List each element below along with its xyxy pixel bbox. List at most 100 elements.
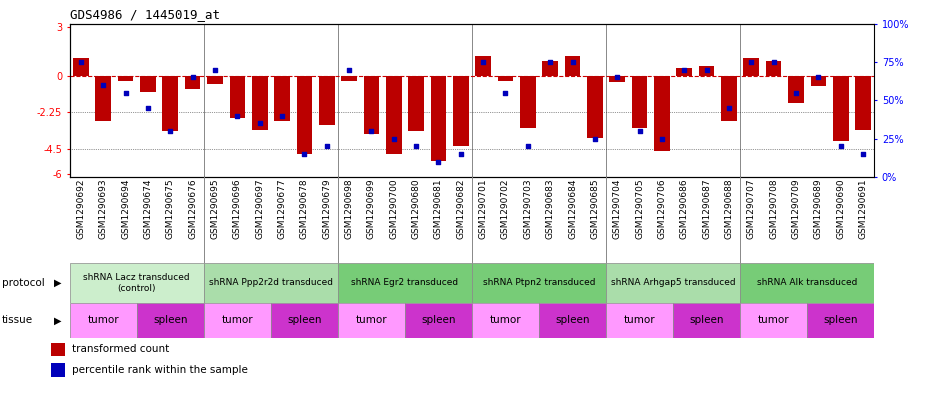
Text: tumor: tumor [624,315,656,325]
Text: transformed count: transformed count [72,344,169,354]
Bar [606,263,740,303]
Point [431,158,445,165]
Text: shRNA Arhgap5 transduced: shRNA Arhgap5 transduced [611,279,736,287]
Text: GSM1290703: GSM1290703 [524,178,532,239]
Text: shRNA Lacz transduced
(control): shRNA Lacz transduced (control) [84,273,190,293]
Text: spleen: spleen [153,315,188,325]
Text: spleen: spleen [689,315,724,325]
Bar [271,303,338,338]
Bar [51,364,65,376]
Point [118,90,133,96]
Bar [405,303,472,338]
Bar [539,303,606,338]
Point [476,59,491,65]
Text: GSM1290709: GSM1290709 [791,178,801,239]
Bar [386,76,402,154]
Bar [807,303,874,338]
Point [73,59,88,65]
Text: GSM1290707: GSM1290707 [747,178,756,239]
Text: tumor: tumor [355,315,387,325]
Bar [431,76,446,161]
Text: GDS4986 / 1445019_at: GDS4986 / 1445019_at [70,8,219,21]
Point [185,74,200,81]
Bar [609,76,625,82]
Bar [341,76,357,81]
Bar [185,76,201,89]
Bar [587,76,603,138]
Point [699,66,714,73]
Bar [498,76,513,81]
Text: tissue: tissue [2,315,33,325]
Bar [274,76,290,121]
Text: GSM1290675: GSM1290675 [166,178,175,239]
Bar [51,343,65,356]
Bar [70,303,137,338]
Point [274,112,289,119]
Bar [811,76,826,86]
Bar [743,58,759,76]
Point [811,74,826,81]
Text: tumor: tumor [490,315,522,325]
Text: GSM1290693: GSM1290693 [99,178,108,239]
Point [655,135,670,142]
Point [498,90,513,96]
Bar [520,76,536,128]
Text: GSM1290683: GSM1290683 [546,178,554,239]
Point [386,135,401,142]
Bar [472,263,606,303]
Text: spleen: spleen [287,315,322,325]
Text: GSM1290698: GSM1290698 [345,178,353,239]
Text: GSM1290674: GSM1290674 [143,178,153,239]
Bar [565,56,580,76]
Bar [475,56,491,76]
Text: GSM1290682: GSM1290682 [457,178,465,239]
Point [341,66,356,73]
Text: GSM1290694: GSM1290694 [121,178,130,239]
Bar [364,76,379,134]
Text: GSM1290690: GSM1290690 [836,178,845,239]
Point [96,82,111,88]
Text: GSM1290708: GSM1290708 [769,178,778,239]
Text: GSM1290687: GSM1290687 [702,178,711,239]
Bar [96,76,111,121]
Bar [676,68,692,76]
Text: GSM1290688: GSM1290688 [724,178,734,239]
Text: spleen: spleen [421,315,456,325]
Bar [698,66,714,76]
Text: GSM1290692: GSM1290692 [76,178,86,239]
Bar [297,76,312,154]
Text: shRNA Ptpn2 transduced: shRNA Ptpn2 transduced [483,279,595,287]
Text: percentile rank within the sample: percentile rank within the sample [72,365,247,375]
Point [856,151,870,157]
Text: GSM1290699: GSM1290699 [367,178,376,239]
Bar [765,61,781,76]
Text: GSM1290705: GSM1290705 [635,178,644,239]
Text: spleen: spleen [823,315,858,325]
Text: GSM1290680: GSM1290680 [412,178,420,239]
Text: ▶: ▶ [54,278,61,288]
Point [364,128,379,134]
Point [722,105,737,111]
Point [297,151,312,157]
Point [632,128,647,134]
Point [610,74,625,81]
Bar [338,303,405,338]
Bar [453,76,469,146]
Bar [408,76,424,131]
Text: tumor: tumor [87,315,119,325]
Text: tumor: tumor [758,315,790,325]
Bar [788,76,804,103]
Point [766,59,781,65]
Text: GSM1290689: GSM1290689 [814,178,823,239]
Bar [204,303,271,338]
Point [543,59,558,65]
Text: GSM1290697: GSM1290697 [255,178,264,239]
Text: GSM1290700: GSM1290700 [390,178,398,239]
Text: GSM1290696: GSM1290696 [232,178,242,239]
Bar [252,76,268,130]
Bar [654,76,670,151]
Bar [140,76,156,92]
Text: ▶: ▶ [54,315,61,325]
Point [565,59,580,65]
Bar [137,303,204,338]
